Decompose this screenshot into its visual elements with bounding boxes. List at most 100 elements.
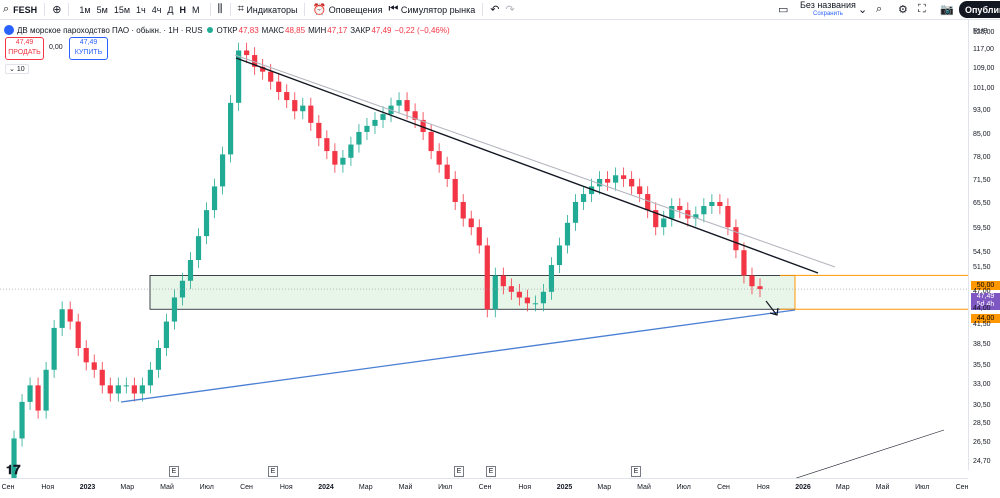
time-tick: Ноя [518,484,532,491]
candle-body [340,157,346,165]
candle-body [187,260,194,281]
candle-body [460,201,466,219]
candle-body [179,280,186,298]
time-tick: 2024 [318,484,334,491]
layout-icon: ▭ [778,4,789,16]
candle-body [252,55,258,67]
indicators-button[interactable]: ⌗ Индикаторы [235,0,301,19]
candle-body [548,265,555,292]
earnings-marker[interactable]: E [454,466,464,477]
candle-body [203,210,210,237]
candle-body [268,71,274,82]
price-tick: 101,00 [973,85,995,93]
replay-button[interactable]: ⏮ Симулятор рынка [385,0,478,19]
time-tick: Май [875,484,890,491]
legend-high-value: 48,85 [285,25,306,35]
price-zone [149,275,796,310]
price-tick: 30,50 [973,402,991,410]
snapshot-button[interactable]: 📷 [937,0,957,19]
price-tick: 28,50 [973,420,991,428]
top-toolbar: ⌕ FESH ⊕ 1м 5м 15м 1ч 4ч Д Н М ⫼ ⌗ Индикаторы ⏰… [0,0,1000,20]
candle-body [396,100,402,106]
candle-body [677,206,683,211]
layout-menu-button[interactable]: ▭ [775,0,791,19]
earnings-marker[interactable]: E [631,466,641,477]
layout-dropdown[interactable]: ⌄ [855,0,870,19]
interval-4[interactable]: 4ч [151,4,162,15]
candle-body [284,92,290,101]
time-tick: Июл [676,484,691,491]
interval-3[interactable]: 1ч [136,4,146,15]
price-tick: 65,50 [973,199,991,207]
price-tick: 125,00 [973,29,995,36]
time-tick: Сен [240,484,253,491]
settings-button[interactable]: ⚙ [895,0,911,19]
candle-body [645,194,651,211]
candle-body [115,385,121,394]
candle-body [476,227,482,246]
quantity-selector[interactable]: ⌄ 10 [5,64,29,74]
redo-icon: ↷ [505,4,515,16]
price-tick: 71,50 [973,176,991,184]
symbol-search[interactable]: ⌕ FESH [0,0,40,19]
time-axis[interactable]: Сен Ноя 2023 Мар Май Июл Сен Ноя 2024 Мар Май Июл Се… [0,478,968,498]
time-tick: 2023 [79,484,96,491]
price-tick: 47,00 [973,287,991,295]
level-upper-badge: 50,00 [971,281,1000,290]
interval-group: 1м 5м 15м 1ч 4ч Д Н М [73,0,205,19]
price-tick: 54,50 [973,248,991,256]
candle-body [596,178,603,187]
price-chart[interactable] [0,20,968,478]
candle-body [219,154,226,187]
candle-body [468,218,474,228]
candle-body [428,131,434,152]
interval-7[interactable]: М [192,4,200,15]
drawing-line [795,429,945,478]
candle-body [532,303,539,305]
candle-body [540,291,547,304]
redo-button[interactable]: ↷ [502,0,517,19]
chart-legend: ДВ морское пароходство ПАО · обыкн. · 1Н… [4,25,453,35]
candle-body [709,201,715,207]
support-trend-line [120,309,796,403]
time-tick: Мар [597,484,612,491]
interval-1[interactable]: 5м [96,4,108,15]
chart-type-button[interactable]: ⫼ [215,0,226,19]
earnings-marker[interactable]: E [169,466,179,477]
interval-2[interactable]: 15м [113,4,131,15]
toolbar-divider [482,3,484,16]
interval-5[interactable]: Д [167,4,174,15]
indicators-label: Индикаторы [246,4,298,15]
undo-button[interactable]: ↶ [487,0,502,19]
candle-body [83,348,89,363]
interval-6[interactable]: Н [179,4,187,15]
bar-countdown: 5d 4h [976,301,995,308]
price-tick: 117,00 [973,46,994,54]
fullscreen-button[interactable]: ⛶ [915,0,929,19]
alerts-button[interactable]: ⏰ Оповещения [309,0,385,19]
price-tick: 51,50 [973,263,991,271]
save-layout-button[interactable]: Без названия Сохранить [800,1,856,19]
layout-name: Без названия [800,0,856,10]
candle-body [685,210,691,219]
candle-body [244,50,250,56]
candle-body [163,321,170,349]
time-tick: Ноя [279,484,293,491]
publish-button[interactable]: Опубликовать [959,1,1000,18]
candle-body [356,131,362,145]
compare-button[interactable]: ⊕ [49,0,64,19]
currency-label: RUB [973,28,988,35]
buy-button[interactable]: 47,49 КУПИТЬ [69,37,108,60]
arrow-shaft [765,300,777,315]
symbol-name: FESH [13,4,38,15]
sell-button[interactable]: 47,49 ПРОДАТЬ [5,37,44,60]
candle-body [308,105,314,123]
interval-0[interactable]: 1м [79,4,91,15]
earnings-marker[interactable]: E [268,466,278,477]
candle-body [276,81,282,93]
quick-search-button[interactable]: ⌕ [873,0,885,19]
time-tick: Сен [1,484,15,491]
candle-body [588,186,595,195]
earnings-marker[interactable]: E [486,466,496,477]
price-axis[interactable]: RUB 50,00 47,49 5d 4h 44,00 125,00 117,00… [968,20,1000,470]
